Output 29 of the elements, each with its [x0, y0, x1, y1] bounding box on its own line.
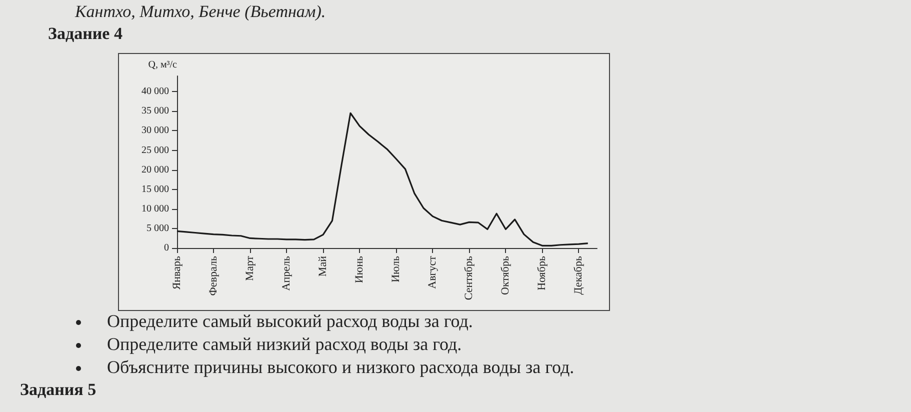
x-tick-label: Сентябрь	[463, 256, 476, 300]
text: Задания 5	[20, 380, 96, 400]
x-tick-label: Август	[426, 256, 439, 289]
x-tick-label: Июль	[390, 256, 402, 282]
x-tick-label: Июнь	[354, 256, 366, 284]
y-tick-label: 30 000	[142, 125, 169, 136]
y-tick-label: 5 000	[146, 222, 169, 234]
text: Объясните причины высокого и низкого расхода воды за год.	[107, 357, 574, 378]
y-tick-label: 15 000	[142, 184, 169, 195]
y-tick-label: 0	[164, 242, 169, 254]
text: Кантхо, Митхо, Бенче (Вьетнам).	[75, 2, 326, 22]
y-tick-label: 25 000	[142, 144, 169, 156]
x-tick-label: Февраль	[208, 256, 220, 296]
text: Определите самый низкий расход воды за год.	[107, 334, 462, 355]
x-tick-label: Январь	[171, 256, 183, 290]
y-axis-title: Q, м³/с	[148, 60, 178, 70]
x-tick-label: Октябрь	[500, 256, 512, 295]
chart-title: Задание 4	[48, 24, 122, 44]
y-tick-label: 40 000	[142, 86, 169, 98]
text: Определите самый высокий расход воды за год.	[107, 311, 473, 332]
x-tick-label: Ноябрь	[536, 256, 548, 290]
line-series	[176, 112, 589, 246]
y-tick-label: 10 000	[142, 203, 169, 214]
x-tick-label: Март	[244, 256, 256, 281]
x-tick-label: Май	[317, 256, 330, 277]
x-tick-label: Декабрь	[572, 256, 585, 295]
y-tick-label: 35 000	[142, 106, 169, 117]
x-tick-label: Апрель	[280, 256, 293, 291]
y-tick-label: 20 000	[142, 164, 169, 176]
